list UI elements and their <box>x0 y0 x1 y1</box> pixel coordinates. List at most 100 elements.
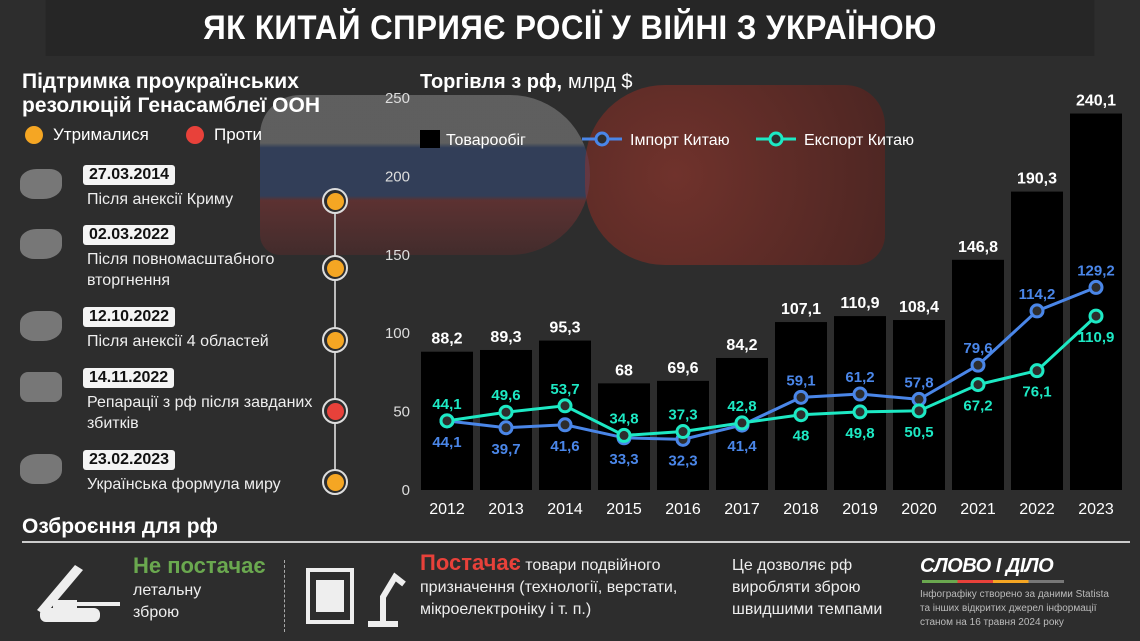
bar-value-label: 89,3 <box>490 329 521 346</box>
dashed-divider <box>284 560 285 632</box>
export-value-label: 49,8 <box>845 425 874 442</box>
import-point <box>498 420 514 436</box>
missile-tank-icon <box>15 560 125 632</box>
y-tick-label: 100 <box>385 325 410 342</box>
bar-value-label: 84,2 <box>726 337 757 354</box>
export-value-label: 48 <box>793 428 810 445</box>
export-point <box>1088 308 1104 324</box>
import-value-label: 44,1 <box>432 434 461 451</box>
supply-text: Постачає товари подвійного призначення (… <box>420 550 678 619</box>
y-tick-label: 250 <box>385 90 410 107</box>
x-tick-label: 2015 <box>606 501 642 518</box>
x-tick-label: 2021 <box>960 501 996 518</box>
x-tick-label: 2023 <box>1078 501 1114 518</box>
y-tick-label: 150 <box>385 247 410 264</box>
vote-against-marker <box>322 398 348 424</box>
vote-abstained-marker <box>322 469 348 495</box>
export-point <box>911 403 927 419</box>
money-hand-icon <box>20 372 62 402</box>
russia-flag-hand-image <box>260 95 590 255</box>
un-heading: Підтримка проукраїнських резолюцій Генас… <box>22 70 320 118</box>
event-date: 12.10.2022 <box>83 307 176 327</box>
against-dot-icon <box>186 126 204 144</box>
vote-abstained-marker <box>322 188 348 214</box>
export-point <box>852 404 868 420</box>
event-text: Після анексії Криму <box>87 191 234 208</box>
legend-label: Товарообіг <box>446 132 526 149</box>
export-value-label: 110,9 <box>1078 329 1115 346</box>
import-value-label: 41,6 <box>550 438 579 455</box>
ukraine-map-invasion-icon <box>20 229 62 259</box>
event-text: Після повномасштабного вторгнення <box>87 251 275 289</box>
export-point <box>1029 363 1045 379</box>
bar-value-label: 95,3 <box>549 320 580 337</box>
export-point <box>616 427 632 443</box>
legend-against: Проти <box>186 125 262 145</box>
dove-map-icon <box>20 454 62 484</box>
export-value-label: 53,7 <box>550 381 579 398</box>
bar-trade-2019 <box>834 316 886 490</box>
bar-value-label: 88,2 <box>431 331 462 348</box>
arms-heading: Озброєння для рф <box>22 515 218 538</box>
import-point <box>1088 279 1104 295</box>
chart-legend: Товарообіг Імпорт Китаю Експорт Китаю <box>420 130 914 149</box>
import-point <box>852 386 868 402</box>
import-value-label: 79,6 <box>963 340 992 357</box>
vote-abstained-marker <box>322 327 348 353</box>
x-tick-label: 2018 <box>783 501 819 518</box>
export-point <box>734 415 750 431</box>
bar-trade-2013 <box>480 349 532 490</box>
export-value-label: 34,8 <box>609 410 638 427</box>
export-value-label: 50,5 <box>904 424 933 441</box>
supply-label: Постачає <box>420 550 521 575</box>
ukraine-map-annexation-icon <box>20 311 62 341</box>
bar-value-label: 110,9 <box>840 295 879 312</box>
bar-value-label: 69,6 <box>667 360 698 377</box>
ukraine-map-crimea-icon <box>20 169 62 199</box>
legend-label: Імпорт Китаю <box>630 132 730 149</box>
export-point <box>498 404 514 420</box>
import-point <box>557 417 573 433</box>
line-export <box>446 315 1098 437</box>
export-point <box>439 413 455 429</box>
event-date: 14.11.2022 <box>83 368 175 388</box>
legend-bar-swatch <box>420 130 440 148</box>
export-value-label: 49,6 <box>491 387 520 404</box>
no-supply-label: Не постачає <box>133 553 266 578</box>
x-tick-label: 2014 <box>547 501 583 518</box>
divider <box>22 541 1130 543</box>
export-value-label: 67,2 <box>963 398 992 415</box>
x-tick-label: 2013 <box>488 501 524 518</box>
bar-value-label: 240,1 <box>1076 93 1116 110</box>
no-supply-text: летальну зброю <box>133 582 202 621</box>
un-heading-line1: Підтримка проукраїнських <box>22 70 299 93</box>
bar-value-label: 68 <box>615 362 633 379</box>
slovo-i-dilo-logo: СЛОВО І ДІЛО <box>920 555 1054 577</box>
legend-label: Проти <box>214 125 263 144</box>
un-heading-line2: резолюцій Генасамблеї ООН <box>22 94 321 117</box>
legend-abstained: Утрималися <box>25 125 149 145</box>
import-point <box>793 389 809 405</box>
legend-label: Утрималися <box>53 125 149 144</box>
x-tick-label: 2019 <box>842 501 878 518</box>
bar-value-label: 107,1 <box>781 301 821 318</box>
bar-value-label: 108,4 <box>899 299 939 316</box>
y-tick-label: 0 <box>402 482 410 499</box>
legend-label: Експорт Китаю <box>804 132 914 149</box>
import-value-label: 39,7 <box>491 441 520 458</box>
source-note: Інфографіку створено за даними Statista т… <box>920 589 1109 628</box>
export-point <box>970 377 986 393</box>
chip-robot-arm-icon <box>300 562 408 630</box>
y-tick-label: 50 <box>393 404 410 421</box>
event-date: 27.03.2014 <box>83 165 176 185</box>
bar-trade-2023 <box>1070 113 1122 491</box>
export-point <box>793 407 809 423</box>
vote-abstained-marker <box>322 255 348 281</box>
export-point <box>675 424 691 440</box>
china-flag-hand-image <box>585 85 885 265</box>
x-tick-label: 2022 <box>1019 501 1055 518</box>
import-value-label: 32,3 <box>668 452 697 469</box>
export-value-label: 42,8 <box>727 398 756 415</box>
x-tick-label: 2012 <box>429 501 465 518</box>
import-value-label: 41,4 <box>727 438 757 455</box>
